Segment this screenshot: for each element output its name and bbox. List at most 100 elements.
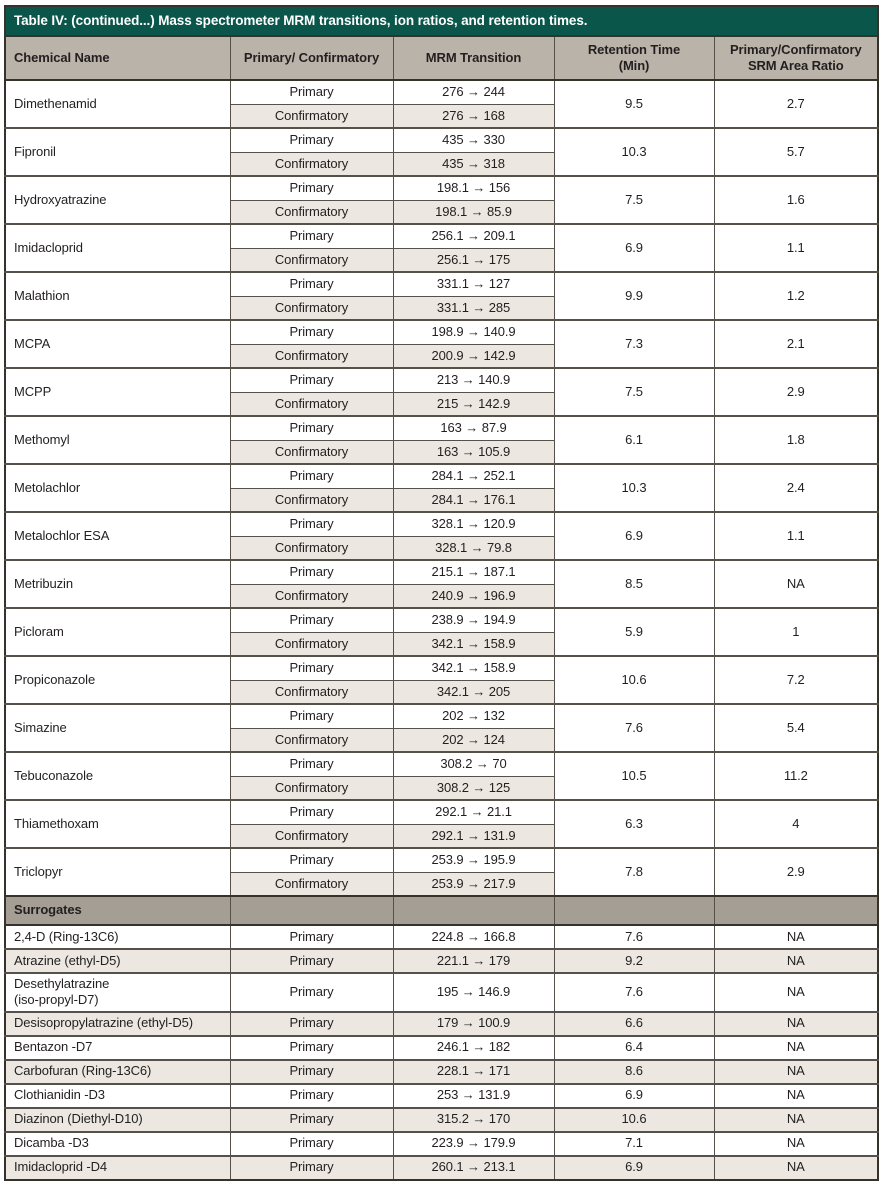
mrm-transition-cell: 331.1 → 127 xyxy=(392,271,555,297)
chemical-name-cell: Fipronil xyxy=(4,127,231,177)
area-ratio-cell: NA xyxy=(713,1058,879,1084)
chemical-name-cell: MCPP xyxy=(4,367,231,417)
row-type-cell: Confirmatory xyxy=(229,199,394,225)
row-type-cell: Primary xyxy=(229,511,394,537)
chemical-row-primary: Simazine Primary 202 → 132 7.6 5.4 xyxy=(4,703,879,753)
retention-time-cell: 6.3 xyxy=(553,799,715,849)
mrm-transition-cell: 195 → 146.9 xyxy=(392,972,555,1012)
retention-time-cell: 7.5 xyxy=(553,175,715,225)
area-ratio-cell: 5.4 xyxy=(713,703,879,753)
surrogate-name-cell: Bentazon -D7 xyxy=(4,1034,231,1060)
chemical-row-primary: Imidacloprid Primary 256.1 → 209.1 6.9 1.1 xyxy=(4,223,879,273)
row-type-cell: Primary xyxy=(229,271,394,297)
chemical-row-primary: Picloram Primary 238.9 → 194.9 5.9 1 xyxy=(4,607,879,657)
mrm-transition-cell: 328.1 → 120.9 xyxy=(392,511,555,537)
col-header-label: Primary/ Confirmatory xyxy=(243,49,380,65)
chemical-row-primary: Malathion Primary 331.1 → 127 9.9 1.2 xyxy=(4,271,879,321)
row-type-cell: Confirmatory xyxy=(229,775,394,801)
mrm-transition-cell: 292.1 → 21.1 xyxy=(392,799,555,825)
mrm-transition-cell: 215.1 → 187.1 xyxy=(392,559,555,585)
chemical-row-primary: Triclopyr Primary 253.9 → 195.9 7.8 2.9 xyxy=(4,847,879,897)
area-ratio-cell: 1.1 xyxy=(713,511,879,561)
retention-time-cell: 6.6 xyxy=(553,1010,715,1036)
surrogate-name-cell: Dicamba -D3 xyxy=(4,1130,231,1156)
row-type-cell: Primary xyxy=(229,607,394,633)
mrm-transition-cell: 308.2 → 70 xyxy=(392,751,555,777)
area-ratio-cell: 7.2 xyxy=(713,655,879,705)
chemical-row-confirmatory: Confirmatory 253.9 → 217.9 xyxy=(5,871,878,897)
row-type-cell: Primary xyxy=(229,79,394,105)
mrm-transition-cell: 228.1 → 171 xyxy=(392,1058,555,1084)
area-ratio-cell: NA xyxy=(713,948,879,974)
area-ratio-cell: 1.1 xyxy=(713,223,879,273)
surrogates-section-cell xyxy=(229,895,394,926)
area-ratio-cell: NA xyxy=(713,1034,879,1060)
retention-time-cell: 7.8 xyxy=(553,847,715,897)
mrm-transition-cell: 435 → 318 xyxy=(392,151,555,177)
surrogate-row: 2,4-D (Ring-13C6) Primary 224.8 → 166.8 7.6… xyxy=(4,924,879,950)
area-ratio-cell: NA xyxy=(713,559,879,609)
retention-time-cell: 6.9 xyxy=(553,511,715,561)
row-type-cell: Primary xyxy=(229,1106,394,1132)
surrogate-name-cell: Atrazine (ethyl-D5) xyxy=(4,948,231,974)
row-type-cell: Primary xyxy=(229,655,394,681)
mrm-transition-cell: 221.1 → 179 xyxy=(392,948,555,974)
col-header-label: Retention Time xyxy=(587,41,681,57)
chemical-row-primary: Propiconazole Primary 342.1 → 158.9 10.6 7.2 xyxy=(4,655,879,705)
retention-time-cell: 6.4 xyxy=(553,1034,715,1060)
chemical-name-cell: Propiconazole xyxy=(4,655,231,705)
chemical-row-confirmatory: Confirmatory 215 → 142.9 xyxy=(5,391,878,417)
area-ratio-cell: NA xyxy=(713,1082,879,1108)
surrogates-section-row: Surrogates xyxy=(4,895,879,926)
retention-time-cell: 6.9 xyxy=(553,1082,715,1108)
retention-time-cell: 9.5 xyxy=(553,79,715,129)
row-type-cell: Primary xyxy=(229,223,394,249)
retention-time-cell: 10.3 xyxy=(553,463,715,513)
chemical-row-confirmatory: Confirmatory 198.1 → 85.9 xyxy=(5,199,878,225)
mrm-transition-cell: 198.9 → 140.9 xyxy=(392,319,555,345)
surrogate-row: Imidacloprid -D4 Primary 260.1 → 213.1 6.9 N… xyxy=(4,1154,879,1180)
area-ratio-cell: 1 xyxy=(713,607,879,657)
mrm-transition-cell: 198.1 → 156 xyxy=(392,175,555,201)
row-type-cell: Confirmatory xyxy=(229,343,394,369)
area-ratio-cell: 1.6 xyxy=(713,175,879,225)
row-type-cell: Primary xyxy=(229,847,394,873)
retention-time-cell: 10.5 xyxy=(553,751,715,801)
row-type-cell: Primary xyxy=(229,948,394,974)
area-ratio-cell: NA xyxy=(713,972,879,1012)
chemical-row-confirmatory: Confirmatory 256.1 → 175 xyxy=(5,247,878,273)
chemical-row-confirmatory: Confirmatory 342.1 → 158.9 xyxy=(5,631,878,657)
chemical-row-primary: Metribuzin Primary 215.1 → 187.1 8.5 NA xyxy=(4,559,879,609)
area-ratio-cell: 2.1 xyxy=(713,319,879,369)
surrogates-section-cell xyxy=(713,895,879,926)
chemical-row-primary: MCPP Primary 213 → 140.9 7.5 2.9 xyxy=(4,367,879,417)
chemical-row-primary: Metalochlor ESA Primary 328.1 → 120.9 6.9 1.… xyxy=(4,511,879,561)
row-type-cell: Confirmatory xyxy=(229,295,394,321)
row-type-cell: Primary xyxy=(229,703,394,729)
row-type-cell: Primary xyxy=(229,924,394,950)
retention-time-cell: 5.9 xyxy=(553,607,715,657)
mrm-transitions-table: Table IV: (continued...) Mass spectromet… xyxy=(3,5,880,1181)
retention-time-cell: 6.9 xyxy=(553,223,715,273)
chemical-row-confirmatory: Confirmatory 342.1 → 205 xyxy=(5,679,878,705)
row-type-cell: Primary xyxy=(229,559,394,585)
mrm-transition-cell: 238.9 → 194.9 xyxy=(392,607,555,633)
retention-time-cell: 7.6 xyxy=(553,972,715,1012)
retention-time-cell: 6.9 xyxy=(553,1154,715,1180)
table-title: Table IV: (continued...) Mass spectromet… xyxy=(3,5,880,37)
mrm-transition-cell: 253.9 → 195.9 xyxy=(392,847,555,873)
chemical-row-primary: Fipronil Primary 435 → 330 10.3 5.7 xyxy=(4,127,879,177)
retention-time-cell: 7.6 xyxy=(553,703,715,753)
mrm-transition-cell: 315.2 → 170 xyxy=(392,1106,555,1132)
retention-time-cell: 9.9 xyxy=(553,271,715,321)
area-ratio-cell: NA xyxy=(713,924,879,950)
mrm-transition-cell: 253.9 → 217.9 xyxy=(392,871,555,897)
mrm-transition-cell: 308.2 → 125 xyxy=(392,775,555,801)
mrm-transition-cell: 240.9 → 196.9 xyxy=(392,583,555,609)
mrm-transition-cell: 256.1 → 209.1 xyxy=(392,223,555,249)
row-type-cell: Confirmatory xyxy=(229,247,394,273)
row-type-cell: Primary xyxy=(229,1082,394,1108)
mrm-transition-cell: 224.8 → 166.8 xyxy=(392,924,555,950)
column-header-row: Chemical Name Primary/ Confirmatory MRM Tr… xyxy=(4,35,879,81)
mrm-transition-cell: 223.9 → 179.9 xyxy=(392,1130,555,1156)
